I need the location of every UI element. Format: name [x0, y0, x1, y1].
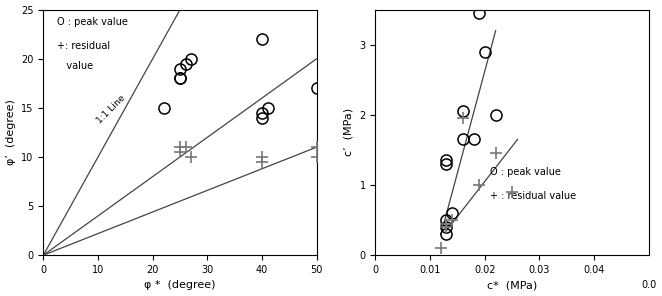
Text: value: value	[57, 61, 93, 71]
Text: + : residual value: + : residual value	[490, 191, 577, 201]
Text: O : peak value: O : peak value	[57, 17, 128, 27]
X-axis label: c*  (MPa): c* (MPa)	[487, 280, 537, 290]
Text: 0.0: 0.0	[641, 280, 657, 290]
Y-axis label: φ’  (degree): φ’ (degree)	[5, 99, 15, 165]
X-axis label: φ *  (degree): φ * (degree)	[144, 280, 216, 290]
Text: 1:1 Line: 1:1 Line	[95, 94, 127, 126]
Text: +: residual: +: residual	[57, 41, 110, 52]
Text: O : peak value: O : peak value	[490, 167, 561, 177]
Y-axis label: c’  (MPa): c’ (MPa)	[344, 108, 354, 156]
